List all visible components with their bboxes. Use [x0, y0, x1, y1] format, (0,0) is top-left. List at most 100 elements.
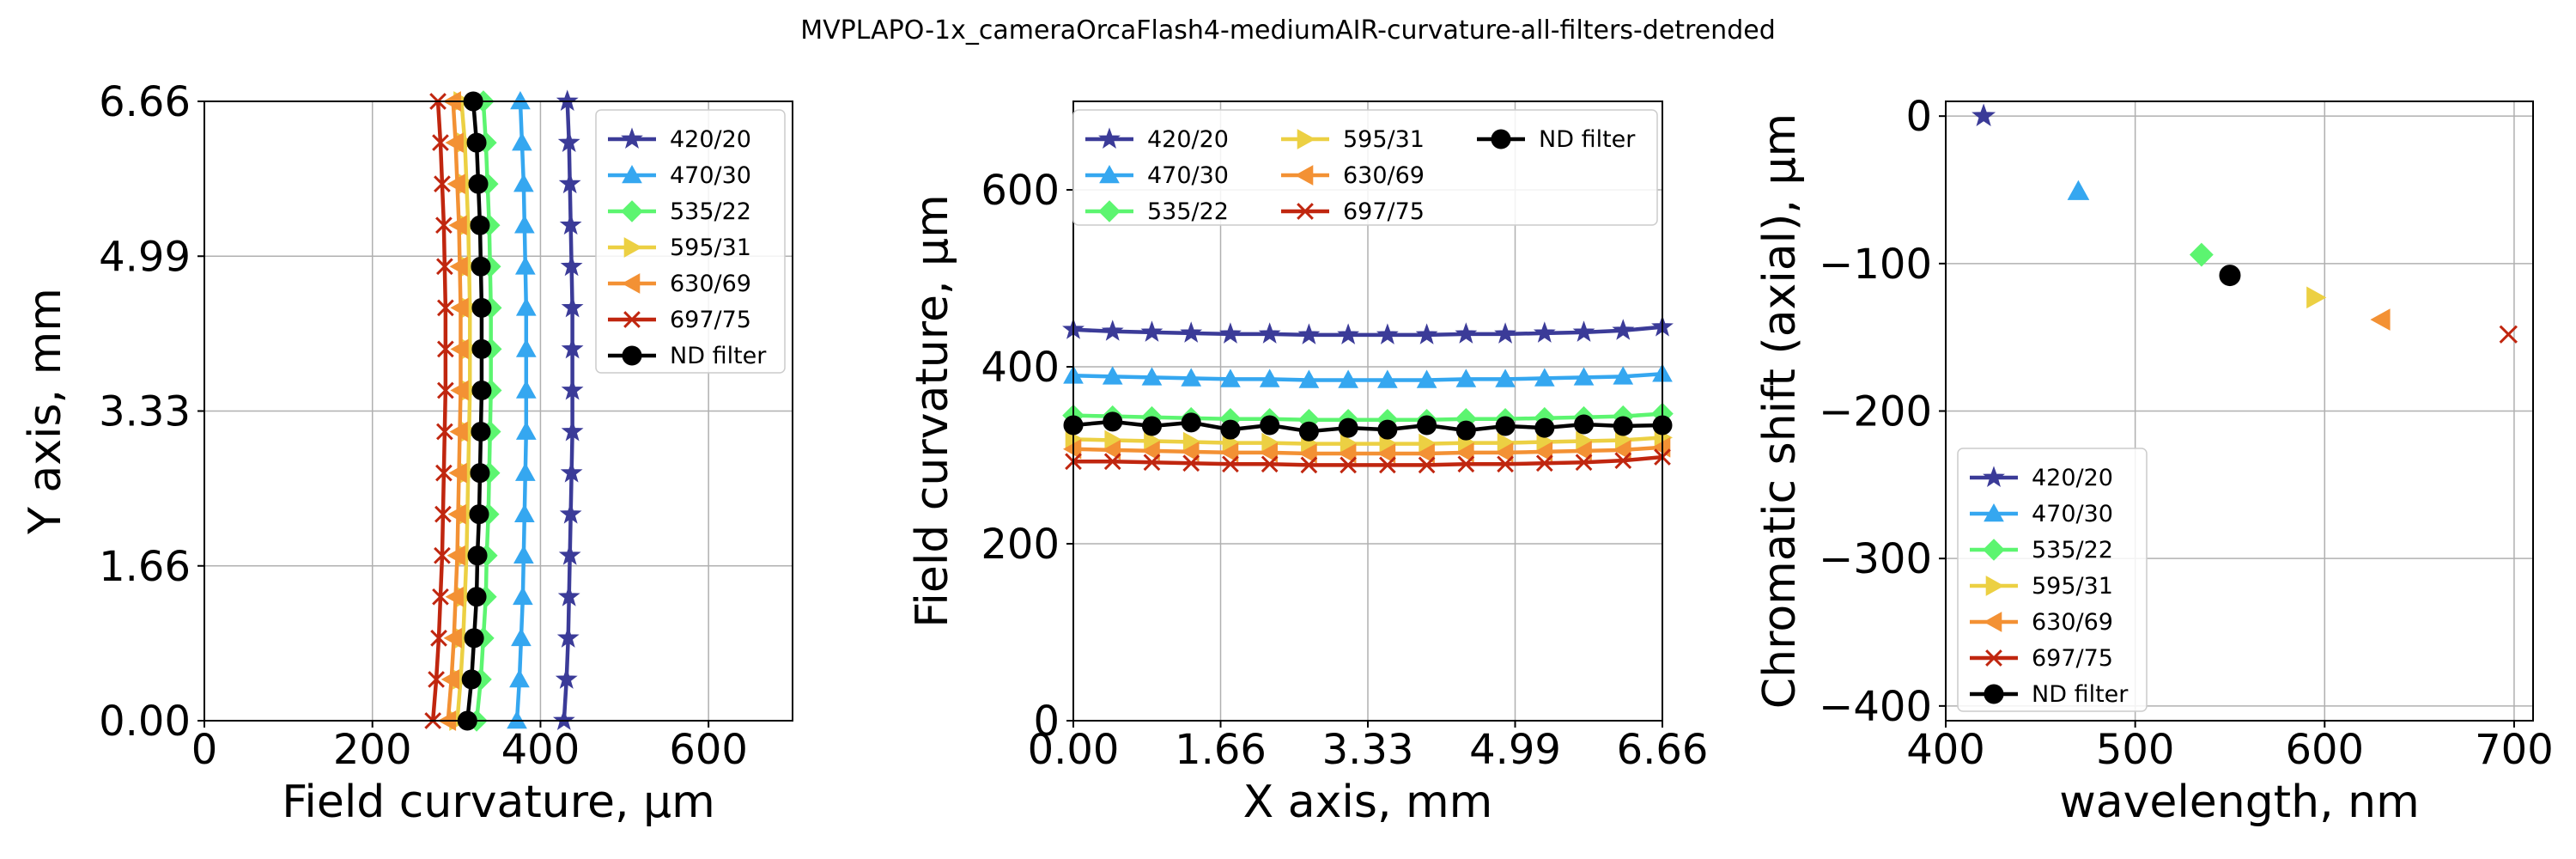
data-point-nd-filter	[468, 174, 489, 194]
data-point-697-75	[436, 340, 454, 358]
y-tick-label: 400	[981, 344, 1060, 392]
y-tick-label: −200	[1819, 388, 1932, 436]
data-point-630-69	[2370, 308, 2391, 331]
x-axis-label: Field curvature, µm	[282, 777, 715, 828]
data-point-630-69	[1613, 439, 1631, 460]
data-point-470-30	[507, 710, 527, 729]
y-tick-label: 0	[1905, 93, 1932, 141]
legend-marker-697-75	[1985, 649, 2002, 667]
data-point-470-30	[1416, 369, 1437, 388]
legend-entry-630-69: 630/69	[1970, 609, 2113, 636]
series-420-20	[1971, 103, 1996, 127]
legend-marker-nd-filter	[1984, 684, 2004, 704]
data-point-470-30	[510, 90, 531, 110]
data-point-420-20	[1415, 323, 1438, 344]
data-point-nd-filter	[471, 422, 491, 442]
chromatic-shift-chart: 400 500 600 700 0 −100 −200 −300 −400 wavelength,…	[1754, 93, 2554, 828]
data-point-470-30	[1338, 369, 1358, 388]
series-line-535-22	[1072, 411, 1663, 423]
data-point-697-75	[436, 299, 454, 317]
series-line-nd-filter	[465, 101, 484, 722]
series-420-20	[552, 89, 584, 730]
legend-entry-420-20: 420/20	[1970, 465, 2113, 491]
data-point-470-30	[1181, 368, 1202, 387]
data-point-630-69	[447, 503, 466, 525]
y-tick-label: 6.66	[99, 78, 191, 126]
data-point-420-20	[552, 709, 575, 730]
data-point-nd-filter	[470, 215, 490, 235]
data-point-697-75	[1497, 455, 1514, 473]
data-point-420-20	[559, 503, 582, 524]
data-point-630-69	[449, 421, 468, 442]
legend-marker-470-30	[622, 164, 642, 184]
data-point-470-30	[1534, 368, 1555, 387]
data-point-697-75	[1575, 454, 1593, 472]
data-point-nd-filter	[471, 256, 491, 277]
legend: 420/20 470/30 535/22 595/31 630/69 697/75 ND f…	[595, 109, 786, 374]
legend-label: 420/20	[2032, 465, 2113, 491]
data-point-nd-filter	[470, 463, 490, 484]
data-point-470-30	[1259, 369, 1280, 387]
legend-label: 630/69	[1343, 162, 1425, 189]
data-point-630-69	[447, 174, 465, 194]
data-point-697-75	[434, 546, 451, 564]
data-point-470-30	[513, 503, 535, 522]
legend-entry-470-30: 470/30	[1085, 162, 1229, 189]
data-point-697-75	[1379, 456, 1396, 474]
series-470-30	[507, 90, 537, 729]
legend-entry-595-31: 595/31	[1281, 126, 1425, 153]
legend-marker-595-31	[1985, 576, 2005, 596]
x-axis-label: wavelength, nm	[2059, 777, 2420, 828]
series-line-630-69	[1072, 445, 1663, 456]
data-point-630-69	[1102, 439, 1121, 460]
series-line-420-20	[1072, 325, 1663, 338]
data-point-630-69	[445, 132, 464, 153]
data-point-nd-filter	[1377, 419, 1398, 440]
data-point-420-20	[1101, 320, 1124, 341]
ticks: 0 200 400 600 0.00 1.66 3.33 4.99 6.66	[99, 78, 748, 774]
data-point-420-20	[1180, 321, 1203, 343]
data-point-nd-filter	[1220, 419, 1241, 440]
series-line-470-30	[514, 101, 529, 722]
ticks: 0.00 1.66 3.33 4.99 6.66 0 200 400 600	[981, 167, 1708, 774]
series-nd-filter	[457, 91, 492, 731]
x-tick-label: 400	[501, 726, 580, 774]
legend-entry-420-20: 420/20	[1085, 126, 1229, 153]
data-point-420-20	[1572, 320, 1595, 342]
series-595-31	[2306, 286, 2327, 309]
data-point-697-75	[436, 381, 454, 399]
legend-entry-535-22: 535/22	[608, 198, 751, 225]
series-630-69	[2370, 308, 2391, 331]
data-point-697-75	[432, 588, 449, 606]
data-point-697-75	[435, 464, 453, 482]
data-point-420-20	[561, 295, 584, 318]
field-curvature-vs-y-chart: 0 200 400 600 0.00 1.66 3.33 4.99 6.66 Field curv…	[20, 78, 793, 828]
legend-label: 630/69	[670, 271, 751, 297]
data-point-630-69	[448, 462, 467, 484]
data-point-nd-filter	[1534, 417, 1555, 438]
legend-entry-630-69: 630/69	[608, 271, 751, 297]
data-point-420-20	[557, 131, 580, 153]
data-point-420-20	[558, 172, 581, 194]
data-point-420-20	[1376, 323, 1399, 344]
legend-label: 470/30	[1147, 162, 1229, 189]
data-point-630-69	[1259, 442, 1278, 463]
data-point-470-30	[1613, 366, 1634, 385]
data-point-470-30	[515, 380, 537, 399]
data-point-470-30	[514, 462, 536, 481]
data-point-nd-filter	[461, 669, 482, 690]
series-line-595-31	[1072, 436, 1663, 446]
legend-entry-535-22: 535/22	[1970, 537, 2113, 564]
data-point-697-75	[1457, 455, 1475, 473]
data-point-nd-filter	[1260, 415, 1280, 436]
data-point-420-20	[1971, 103, 1996, 127]
legend-label: ND filter	[1539, 126, 1636, 153]
x-tick-label: 400	[1906, 726, 1985, 774]
data-point-630-69	[450, 297, 469, 319]
plot-area	[424, 89, 584, 732]
data-point-420-20	[1455, 322, 1478, 344]
legend-label: 470/30	[670, 162, 751, 189]
legend-entry-535-22: 535/22	[1085, 198, 1229, 225]
data-point-630-69	[1455, 442, 1474, 463]
